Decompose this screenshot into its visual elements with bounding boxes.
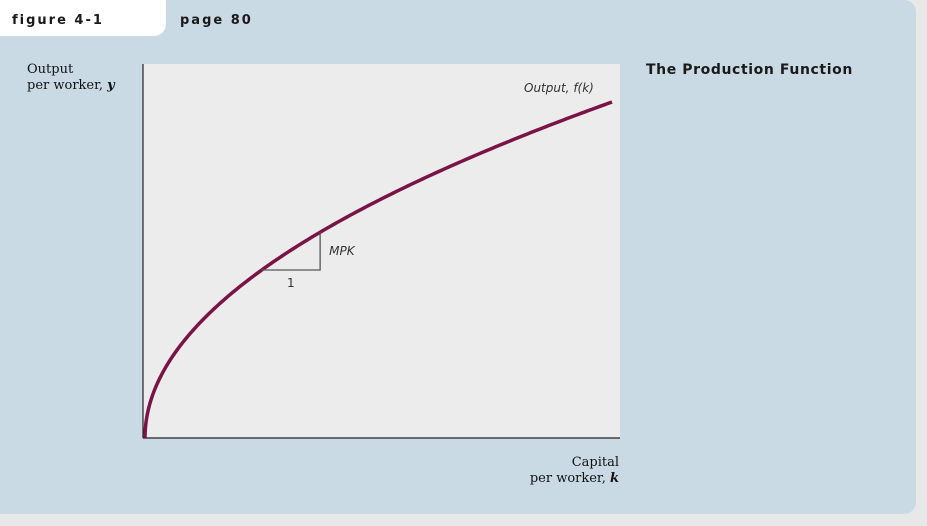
plot-area xyxy=(143,64,620,438)
x-axis-label: Capital per worker, k xyxy=(501,455,619,487)
x-axis-label-line2: per worker, k xyxy=(529,471,619,486)
curve-label: Output, f(k) xyxy=(524,81,594,95)
figure-number: figure 4-1 xyxy=(12,13,104,28)
figure-title: The Production Function xyxy=(646,62,853,78)
page-number: page 80 xyxy=(180,13,253,28)
y-axis-label-line2: per worker, y xyxy=(27,78,115,93)
y-axis-label: Output per worker, y xyxy=(27,62,115,94)
y-axis-label-line1: Output xyxy=(27,62,74,77)
x-axis-label-line1: Capital xyxy=(571,455,619,470)
run-label: 1 xyxy=(287,276,295,290)
figure-tag: figure 4-1 xyxy=(0,0,166,36)
mpk-slope-triangle xyxy=(261,232,321,271)
mpk-label: MPK xyxy=(329,244,356,258)
